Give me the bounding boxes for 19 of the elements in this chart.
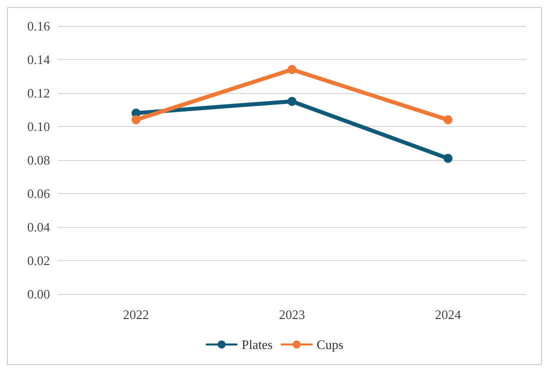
y-tick-label: 0.14 <box>27 52 50 67</box>
y-tick-label: 0.06 <box>27 186 50 201</box>
point <box>132 115 140 124</box>
point <box>288 96 296 106</box>
y-tick-label: 0.08 <box>27 152 50 168</box>
x-tick-label: 2022 <box>123 307 149 322</box>
point <box>444 115 452 124</box>
y-tick-label: 0.16 <box>27 18 50 34</box>
x-tick-label: 2023 <box>279 307 305 322</box>
y-tick-label: 0.00 <box>27 286 50 302</box>
point <box>444 154 452 163</box>
legend-label: Plates <box>242 337 273 352</box>
y-tick-label: 0.04 <box>27 220 50 234</box>
y-tick-label: 0.10 <box>27 119 50 134</box>
point <box>288 65 296 74</box>
x-tick-label: 2024 <box>435 307 462 322</box>
legend-label: Cups <box>316 337 344 352</box>
y-tick-label: 0.02 <box>27 253 50 268</box>
y-tick-label: 0.12 <box>27 86 50 100</box>
